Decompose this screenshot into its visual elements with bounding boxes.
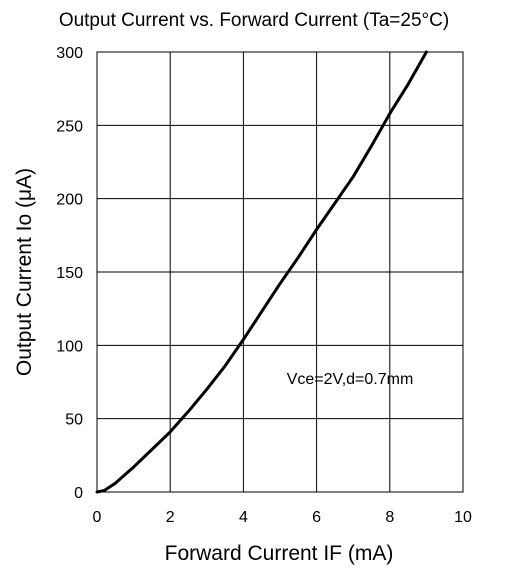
y-tick-label: 150 [56,265,83,282]
series-line [95,50,428,494]
y-tick-label: 200 [56,192,83,209]
y-tick-label: 300 [56,45,83,62]
y-axis-label: Output Current Io (μA) [13,168,36,376]
y-tick-label: 100 [56,338,83,355]
x-tick-label: 8 [385,509,394,526]
chart-title: Output Current vs. Forward Current (Ta=2… [59,10,449,31]
grid-lines [96,51,464,493]
y-tick-label: 0 [74,485,83,502]
x-tick-label: 4 [239,509,248,526]
x-tick-label: 0 [93,509,102,526]
x-tick-label: 2 [166,509,175,526]
x-tick-label: 6 [312,509,321,526]
x-axis-label: Forward Current IF (mA) [165,542,394,565]
annotation-label: Vce=2V,d=0.7mm [287,371,414,388]
plot-frame [96,51,464,493]
x-tick-label: 10 [454,509,472,526]
y-tick-label: 250 [56,118,83,135]
series-lines [95,50,428,494]
y-tick-label: 50 [65,412,83,429]
